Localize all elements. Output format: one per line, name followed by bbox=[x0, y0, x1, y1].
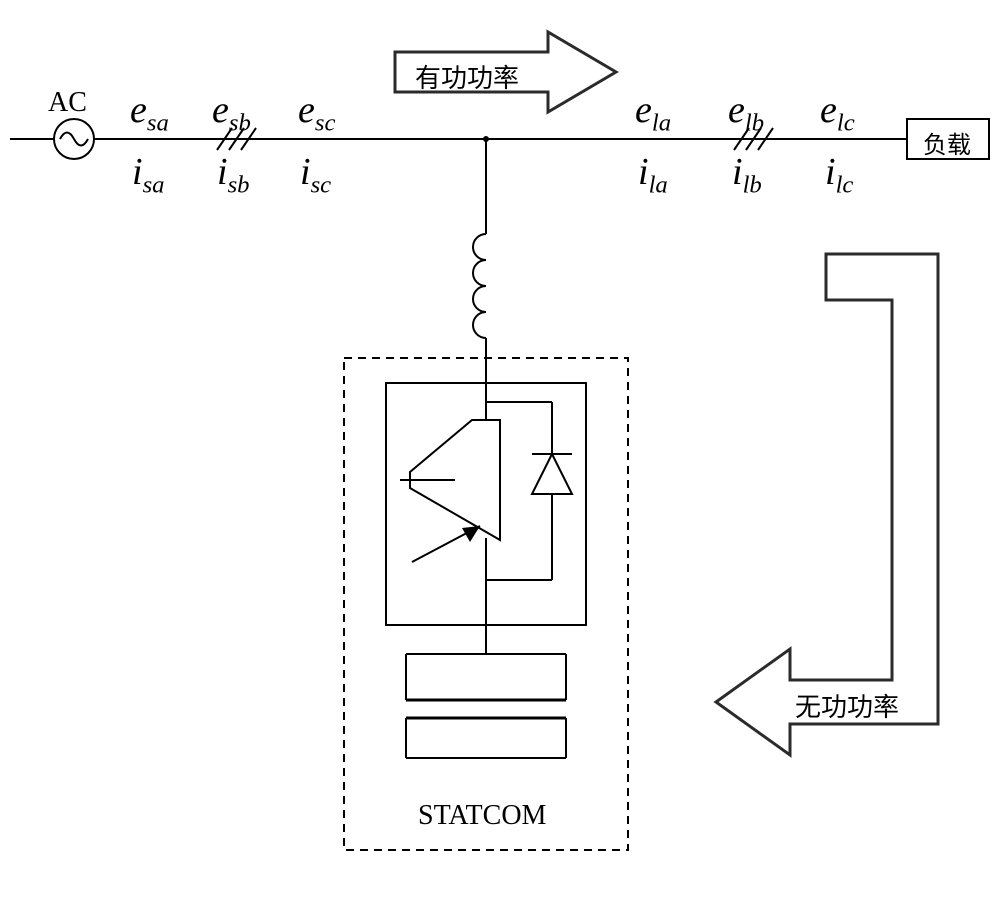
active-power-label: 有功功率 bbox=[415, 58, 519, 95]
inductor-icon bbox=[473, 234, 486, 338]
isa-label: isa bbox=[132, 150, 165, 200]
esc-label: esc bbox=[298, 88, 335, 138]
ac-label: AC bbox=[48, 87, 87, 119]
ilb-label: ilb bbox=[732, 150, 762, 200]
statcom-label: STATCOM bbox=[418, 800, 546, 832]
elc-label: elc bbox=[820, 88, 855, 138]
esb-label: esb bbox=[212, 88, 251, 138]
isc-label: isc bbox=[300, 150, 331, 200]
ela-label: ela bbox=[635, 88, 671, 138]
load-label: 负载 bbox=[923, 125, 971, 160]
esa-label: esa bbox=[130, 88, 169, 138]
ila-label: ila bbox=[638, 150, 668, 200]
isb-label: isb bbox=[217, 150, 250, 200]
ilc-label: ilc bbox=[825, 150, 853, 200]
elb-label: elb bbox=[728, 88, 764, 138]
reactive-power-arrow bbox=[716, 254, 938, 755]
reactive-power-label: 无功功率 bbox=[795, 687, 899, 724]
